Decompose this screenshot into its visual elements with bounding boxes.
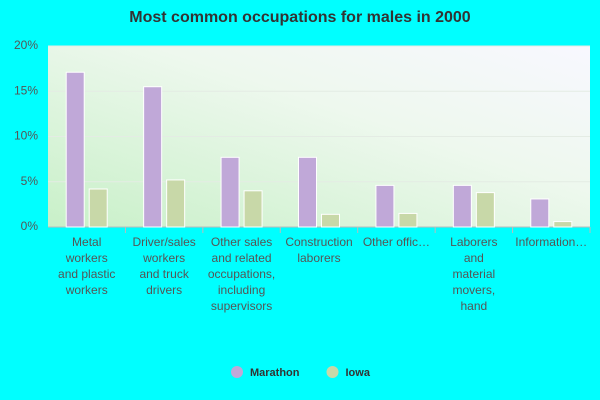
x-tick-label: Other sales and related occupations, includ… (208, 235, 275, 313)
bar (530, 198, 550, 228)
bar (65, 71, 85, 228)
legend-label: Iowa (346, 367, 371, 379)
bar (475, 192, 495, 228)
y-tick-label: 10% (14, 129, 38, 143)
legend-swatch (231, 366, 243, 378)
bar (298, 156, 317, 228)
x-tick-label: Laborers and material movers, hand (450, 235, 497, 313)
bar (321, 213, 340, 228)
bar (88, 188, 108, 228)
x-tick-label: Construction laborers (285, 235, 352, 265)
legend-swatch (326, 366, 339, 378)
y-tick-label: 0% (21, 219, 39, 233)
y-tick-label: 5% (21, 174, 39, 188)
x-tick-label: Information… (515, 235, 587, 249)
bar (243, 190, 263, 228)
x-tick-label: Other offic… (363, 235, 430, 249)
x-tick-label: Metal workers and plastic workers (58, 235, 115, 297)
chart-title: Most common occupations for males in 200… (129, 9, 471, 26)
y-tick-label: 20% (14, 38, 38, 52)
legend-label: Marathon (250, 367, 300, 379)
bar (452, 184, 472, 228)
bar (553, 221, 573, 228)
x-tick-label: Driver/sales workers and truck drivers (132, 235, 195, 297)
y-tick-label: 15% (14, 83, 38, 97)
bar (375, 184, 395, 228)
bar (166, 179, 186, 228)
bar (143, 86, 163, 228)
bar (398, 212, 418, 228)
bar (220, 156, 240, 228)
